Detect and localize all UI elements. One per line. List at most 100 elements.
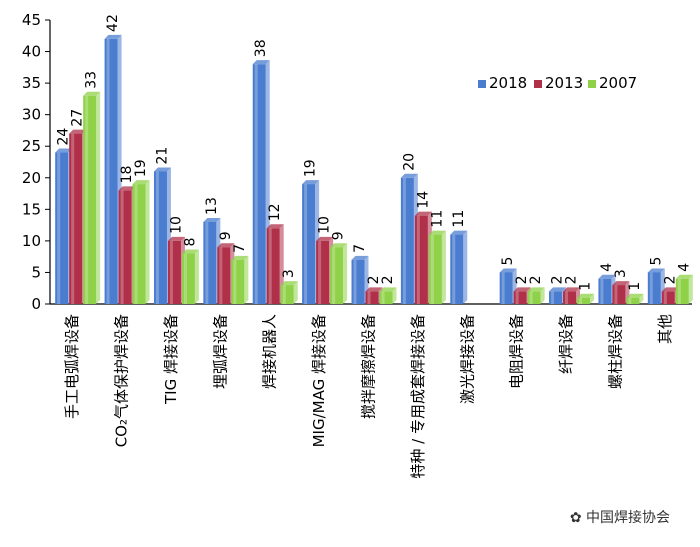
bar-2013 <box>414 215 428 304</box>
bar-top <box>153 167 171 172</box>
data-label: 1 <box>627 282 643 291</box>
data-label: 5 <box>500 257 516 266</box>
data-label: 2 <box>380 275 396 284</box>
legend-label-2018: 2018 <box>489 74 527 92</box>
bar-highlight <box>304 184 308 304</box>
data-label: 2 <box>528 275 544 284</box>
bar-highlight <box>614 285 618 304</box>
bar-2018 <box>55 152 69 304</box>
bar-highlight <box>318 240 322 304</box>
bar-top <box>203 217 221 222</box>
bar-highlight <box>268 228 272 304</box>
bar-highlight <box>600 278 604 304</box>
bar-top <box>167 236 185 241</box>
bar-2013 <box>316 240 330 304</box>
data-label: 4 <box>676 263 692 272</box>
bar-top <box>563 287 581 292</box>
bar-highlight <box>677 278 681 304</box>
bar-highlight <box>381 291 385 304</box>
y-tick-label: 10 <box>22 232 41 250</box>
y-tick-label: 35 <box>22 74 41 92</box>
bar-2007 <box>231 259 245 304</box>
y-tick-label: 20 <box>22 169 41 187</box>
category-label: 埋弧焊设备 <box>211 314 229 389</box>
bar-highlight <box>134 184 138 304</box>
bar-2007 <box>330 247 344 304</box>
bar-side <box>392 287 397 304</box>
bar-side <box>441 230 446 304</box>
data-label: 11 <box>429 210 445 228</box>
category-label: 纤焊设备 <box>557 314 575 374</box>
legend-swatch-2013 <box>534 80 542 88</box>
y-tick-label: 5 <box>31 263 41 281</box>
category-label: 电阻焊设备 <box>508 314 526 389</box>
bar-2013 <box>118 190 132 304</box>
bar-2013 <box>365 291 379 304</box>
bar-top <box>577 293 595 298</box>
y-tick-label: 25 <box>22 137 41 155</box>
bar-2018 <box>647 272 661 304</box>
data-label: 9 <box>331 231 347 240</box>
bar-top <box>549 287 567 292</box>
bar-2018 <box>499 272 513 304</box>
bar-2018 <box>203 221 217 304</box>
bar-top <box>351 255 369 260</box>
bar-highlight <box>85 95 89 304</box>
bar-side <box>590 293 595 304</box>
data-label: 2 <box>550 275 566 284</box>
bar-top <box>400 173 418 178</box>
data-label: 21 <box>154 147 170 165</box>
y-tick-label: 40 <box>22 43 41 61</box>
bar-top <box>365 287 383 292</box>
data-label: 18 <box>119 166 135 184</box>
bar-top <box>647 268 665 273</box>
data-label: 2 <box>514 275 530 284</box>
bar-side <box>293 281 298 304</box>
legend-swatch-2007 <box>588 80 596 88</box>
data-label: 2 <box>564 275 580 284</box>
bar-2018 <box>351 259 365 304</box>
bar-2007 <box>132 184 146 304</box>
data-label: 2 <box>662 275 678 284</box>
category-label: TIG 焊接设备 <box>162 314 180 405</box>
bar-highlight <box>565 291 569 304</box>
data-label: 11 <box>451 210 467 228</box>
bar-top <box>330 243 348 248</box>
bar-side <box>145 180 150 304</box>
y-tick-label: 45 <box>22 11 41 29</box>
bar-highlight <box>430 234 434 304</box>
category-label: 手工电弧焊设备 <box>63 314 81 419</box>
data-label: 19 <box>303 159 319 177</box>
bar-top <box>414 211 432 216</box>
bar-highlight <box>219 247 223 304</box>
bar-2018 <box>400 177 414 304</box>
data-label: 9 <box>218 231 234 240</box>
data-label: 33 <box>84 71 100 89</box>
bar-2013 <box>612 285 626 304</box>
bar-top <box>379 287 397 292</box>
bar-highlight <box>402 177 406 304</box>
bar-top <box>83 91 101 96</box>
data-label: 12 <box>267 203 283 221</box>
bar-highlight <box>120 190 124 304</box>
bar-highlight <box>254 64 258 304</box>
bar-top <box>612 281 630 286</box>
bar-highlight <box>353 259 357 304</box>
bar-side <box>96 91 101 304</box>
category-label: 激光焊接设备 <box>458 314 476 404</box>
bar-top <box>217 243 235 248</box>
bar-2018 <box>450 234 464 304</box>
bar-side <box>540 287 545 304</box>
data-label: 4 <box>599 263 615 272</box>
category-label: 搅拌摩擦焊设备 <box>360 314 378 419</box>
bar-2013 <box>217 247 231 304</box>
watermark-text: 中国焊接协会 <box>586 510 670 526</box>
bar-2007 <box>675 278 689 304</box>
category-label: 焊接机器人 <box>261 314 279 389</box>
bar-2007 <box>626 297 640 304</box>
legend-label-2007: 2007 <box>599 74 637 92</box>
bar-2007 <box>280 285 294 304</box>
legend-label-2013: 2013 <box>545 74 583 92</box>
bar-2007 <box>428 234 442 304</box>
bar-highlight <box>233 259 237 304</box>
